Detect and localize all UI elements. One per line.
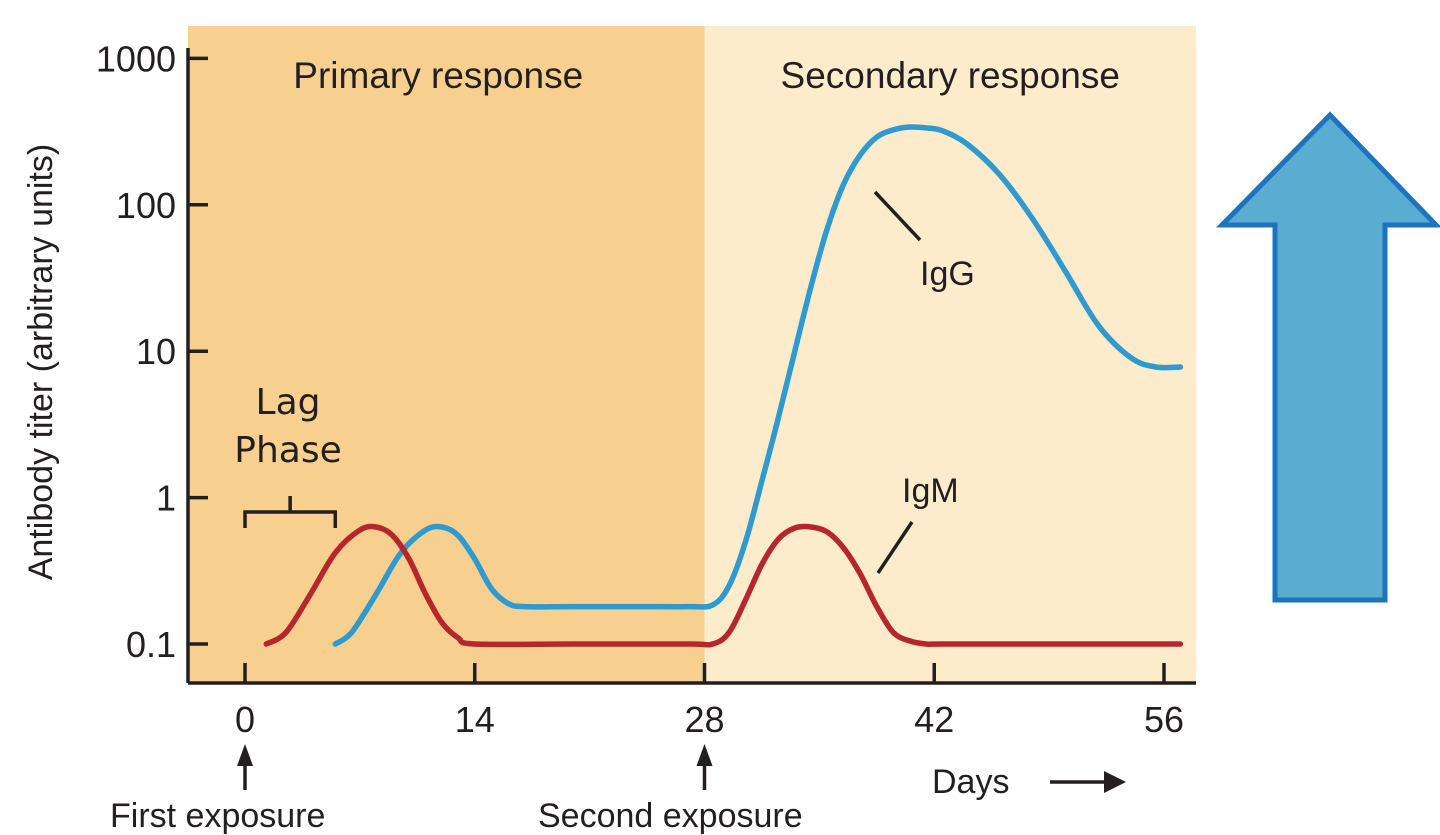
y-tick-label: 1 — [156, 478, 176, 519]
lag-phase-label-line2: Phase — [234, 430, 342, 471]
lag-phase-bracket — [243, 496, 338, 528]
second-exposure-annotation: Second exposure — [538, 744, 803, 835]
igg-label: IgG — [920, 255, 975, 293]
axes — [186, 48, 1196, 685]
x-tick-label: 42 — [914, 699, 954, 740]
region-label-primary: Primary response — [293, 55, 583, 96]
series-line-igg — [332, 124, 1184, 647]
x-axis-title: Days — [932, 763, 1009, 801]
y-axis-title: Antibody titer (arbitrary units) — [22, 144, 60, 581]
x-axis-ticks: 0 14 28 42 56 — [235, 663, 1184, 740]
y-tick-label: 0.1 — [126, 624, 176, 665]
igm-label: IgM — [902, 472, 959, 510]
x-axis-title-group: Days — [932, 763, 1126, 801]
igg-leader-line — [873, 190, 922, 242]
y-tick-label: 100 — [116, 185, 176, 226]
x-tick-label: 0 — [235, 699, 255, 740]
x-tick-label: 56 — [1144, 699, 1184, 740]
series-line-igm — [263, 523, 1184, 648]
response-regions — [188, 26, 1196, 683]
second-exposure-label: Second exposure — [538, 797, 803, 835]
region-labels: Primary response Secondary response — [293, 55, 1120, 96]
igg-series-label: IgG — [873, 190, 975, 293]
x-tick-label: 28 — [684, 699, 724, 740]
y-tick-label: 10 — [136, 331, 176, 372]
igm-series-label: IgM — [876, 472, 959, 574]
first-exposure-arrow-head — [237, 744, 253, 766]
region-secondary — [704, 26, 1196, 683]
up-arrow-icon — [1216, 111, 1440, 603]
lag-phase-label-line1: Lag — [256, 382, 321, 423]
x-tick-label: 14 — [455, 699, 495, 740]
series-layer — [263, 124, 1184, 648]
igm-leader-line — [876, 521, 914, 574]
first-exposure-annotation: First exposure — [110, 744, 325, 835]
y-tick-label: 1000 — [96, 38, 176, 79]
second-exposure-arrow-head — [696, 744, 713, 766]
x-axis-title-arrow-head — [1104, 771, 1126, 793]
first-exposure-label: First exposure — [110, 797, 325, 835]
region-label-secondary: Secondary response — [781, 55, 1120, 96]
lag-phase-annotation: Lag Phase — [234, 382, 342, 528]
region-primary — [188, 26, 705, 683]
y-axis-ticks: 0.1 1 10 100 1000 — [96, 38, 208, 665]
